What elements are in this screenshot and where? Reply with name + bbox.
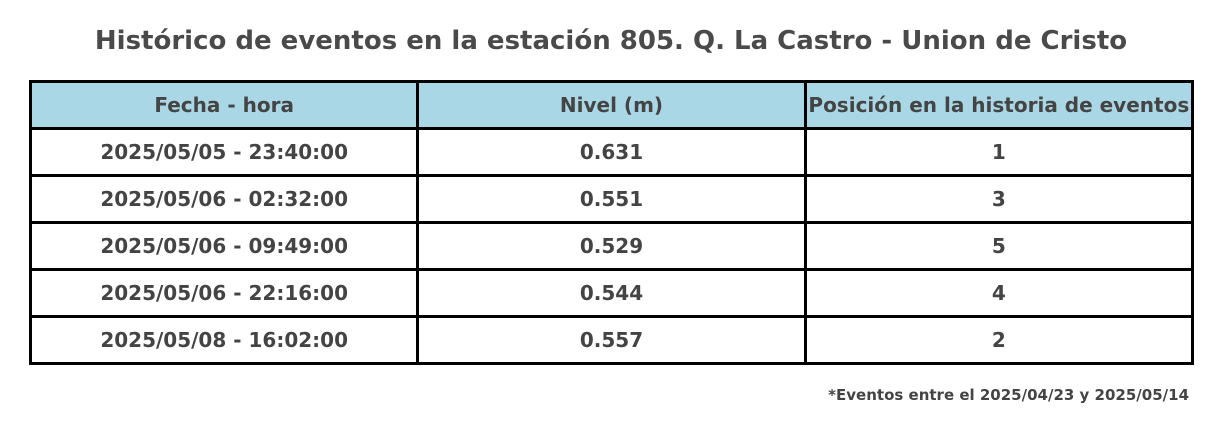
table-cell: 0.557 <box>416 315 807 365</box>
footnote: *Eventos entre el 2025/04/23 y 2025/05/1… <box>828 386 1189 404</box>
header-cell: Fecha - hora <box>28 80 420 130</box>
table-cell: 2025/05/06 - 09:49:00 <box>28 221 420 271</box>
title: Histórico de eventos en la estación 805.… <box>94 26 1128 56</box>
table-cell: 4 <box>803 268 1195 318</box>
table-cell: 1 <box>803 127 1195 177</box>
table-row: 2025/05/06 - 02:32:00 0.551 3 <box>28 174 1195 224</box>
table-cell: 0.529 <box>416 221 807 271</box>
table-cell: 3 <box>803 174 1195 224</box>
table-cell: 0.631 <box>416 127 807 177</box>
table-cell: 2025/05/08 - 16:02:00 <box>28 315 420 365</box>
table-cell: 2025/05/05 - 23:40:00 <box>28 127 420 177</box>
table-cell: 0.544 <box>416 268 807 318</box>
table-row: 2025/05/05 - 23:40:00 0.631 1 <box>28 127 1195 177</box>
header-cell: Posición en la historia de eventos <box>803 80 1195 130</box>
table-row: 2025/05/06 - 09:49:00 0.529 5 <box>28 221 1195 271</box>
table-cell: 5 <box>803 221 1195 271</box>
table-row: 2025/05/06 - 22:16:00 0.544 4 <box>28 268 1195 318</box>
events-table: Fecha - hora Nivel (m) Posición en la hist… <box>28 80 1195 365</box>
header-cell: Nivel (m) <box>416 80 807 130</box>
table-cell: 2025/05/06 - 22:16:00 <box>28 268 420 318</box>
table-cell: 2 <box>803 315 1195 365</box>
header-row: Fecha - hora Nivel (m) Posición en la hist… <box>28 80 1195 130</box>
table-body: 2025/05/05 - 23:40:00 0.631 1 2025/05/06 - … <box>28 127 1195 365</box>
table-row: 2025/05/08 - 16:02:00 0.557 2 <box>28 315 1195 365</box>
table-cell: 0.551 <box>416 174 807 224</box>
table-cell: 2025/05/06 - 02:32:00 <box>28 174 420 224</box>
